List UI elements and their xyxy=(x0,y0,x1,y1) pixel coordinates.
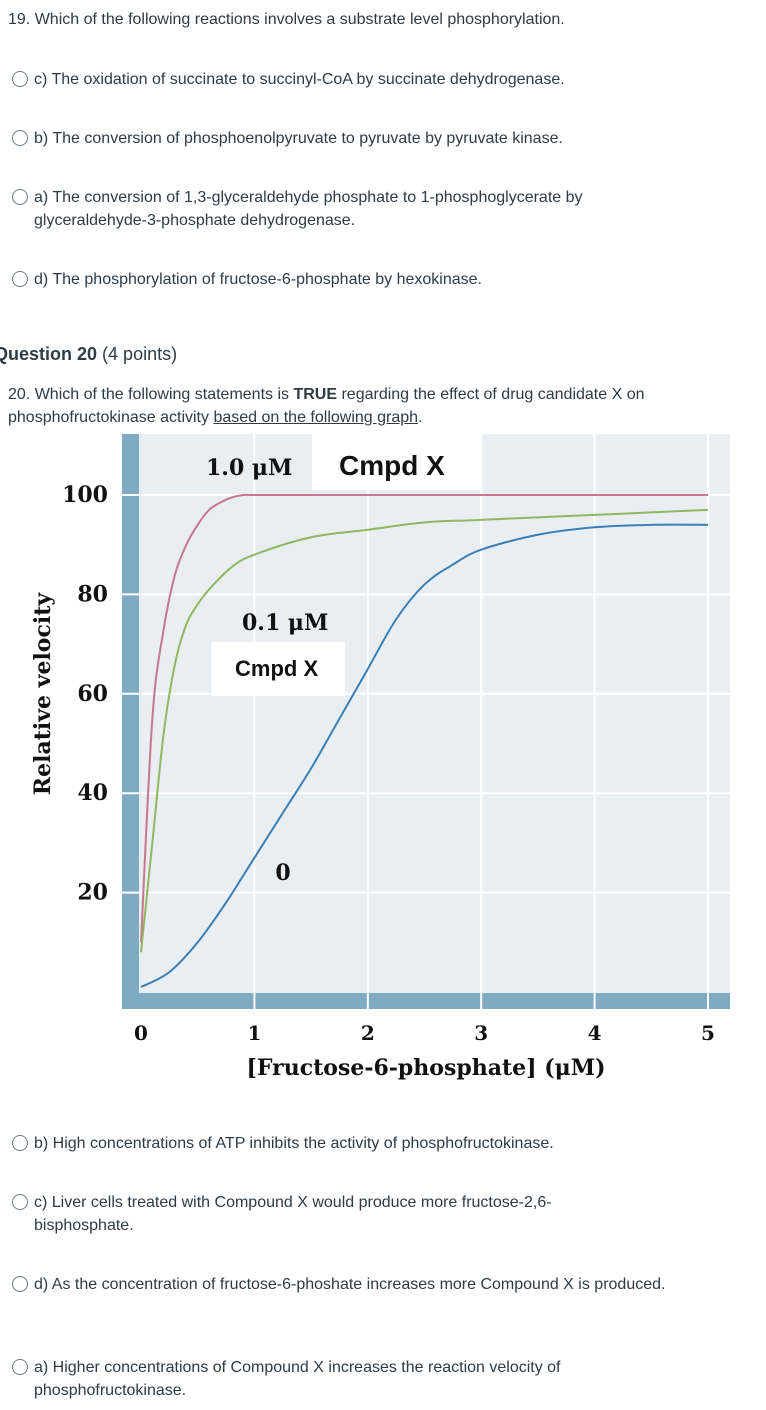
option-label: b) High concentrations of ATP inhibits t… xyxy=(34,1135,554,1152)
x-tick-label: 0 xyxy=(134,1021,148,1045)
curve-label-zero: 0 xyxy=(275,860,290,886)
q20-option-a[interactable]: a) Higher concentrations of Compound X i… xyxy=(12,1356,654,1402)
q20-option-b[interactable]: b) High concentrations of ATP inhibits t… xyxy=(12,1132,554,1155)
enzyme-kinetics-chart: 0 1 2 3 4 5 20 40 60 80 100 [Fructose-6-phosphate] … xyxy=(30,434,730,1081)
curve-label-top-value: 1.0 μM xyxy=(206,455,292,481)
y-tick-label: 60 xyxy=(77,681,108,707)
y-tick-label: 80 xyxy=(77,581,108,607)
x-tick-label: 2 xyxy=(361,1021,375,1045)
q19-option-c[interactable]: c) The oxidation of succinate to succiny… xyxy=(12,68,565,91)
plot-background xyxy=(122,434,730,1009)
question-20-header: Question 20 (4 points) xyxy=(0,344,177,365)
radio-button[interactable] xyxy=(12,1359,28,1375)
q19-option-b[interactable]: b) The conversion of phosphoenolpyruvate… xyxy=(12,127,563,150)
option-label: c) Liver cells treated with Compound X w… xyxy=(34,1194,552,1234)
q20-option-c[interactable]: c) Liver cells treated with Compound X w… xyxy=(12,1191,644,1237)
option-label: a) Higher concentrations of Compound X i… xyxy=(34,1359,561,1399)
q19-option-a[interactable]: a) The conversion of 1,3-glyceraldehyde … xyxy=(12,186,684,232)
x-axis-title: [Fructose-6-phosphate] (μM) xyxy=(247,1055,606,1081)
curve-label-mid-name: Cmpd X xyxy=(235,656,318,681)
option-label: d) The phosphorylation of fructose-6-pho… xyxy=(34,271,482,288)
x-tick-label: 4 xyxy=(588,1021,602,1045)
y-tick-label: 20 xyxy=(77,880,108,906)
label-box-mid xyxy=(211,642,345,696)
curve-label-mid-value: 0.1 μM xyxy=(242,610,328,636)
curve-label-top-name: Cmpd X xyxy=(339,450,445,481)
y-axis-band xyxy=(122,434,139,1009)
question-title: Question 20 xyxy=(0,344,98,364)
label-box-top xyxy=(312,434,480,490)
y-tick-label: 100 xyxy=(62,482,108,508)
radio-button[interactable] xyxy=(12,189,28,205)
option-label: c) The oxidation of succinate to succiny… xyxy=(34,71,565,88)
option-label: a) The conversion of 1,3-glyceraldehyde … xyxy=(34,189,583,229)
radio-button[interactable] xyxy=(12,71,28,87)
radio-button[interactable] xyxy=(12,1194,28,1210)
q20-option-d[interactable]: d) As the concentration of fructose-6-ph… xyxy=(12,1273,665,1296)
x-axis-band xyxy=(122,993,730,1009)
y-tick-label: 40 xyxy=(77,780,108,806)
x-tick-label: 1 xyxy=(247,1021,261,1045)
x-tick-label: 5 xyxy=(701,1021,715,1045)
question-points: (4 points) xyxy=(102,344,178,364)
radio-button[interactable] xyxy=(12,130,28,146)
q20-prompt: 20. Which of the following statements is… xyxy=(8,386,645,426)
option-label: d) As the concentration of fructose-6-ph… xyxy=(34,1276,666,1293)
option-label: b) The conversion of phosphoenolpyruvate… xyxy=(34,130,563,147)
radio-button[interactable] xyxy=(12,271,28,287)
graph-link[interactable]: based on the following graph xyxy=(213,409,419,426)
radio-button[interactable] xyxy=(12,1276,28,1292)
q19-option-d[interactable]: d) The phosphorylation of fructose-6-pho… xyxy=(12,268,482,291)
series-line-0uM xyxy=(140,523,709,988)
q19-prompt: 19. Which of the following reactions inv… xyxy=(8,11,565,28)
series-line-0-1uM xyxy=(140,508,709,953)
radio-button[interactable] xyxy=(12,1135,28,1151)
series-line-1uM xyxy=(140,493,708,943)
x-tick-label: 3 xyxy=(474,1021,488,1045)
y-axis-title: Relative velocity xyxy=(30,592,56,796)
